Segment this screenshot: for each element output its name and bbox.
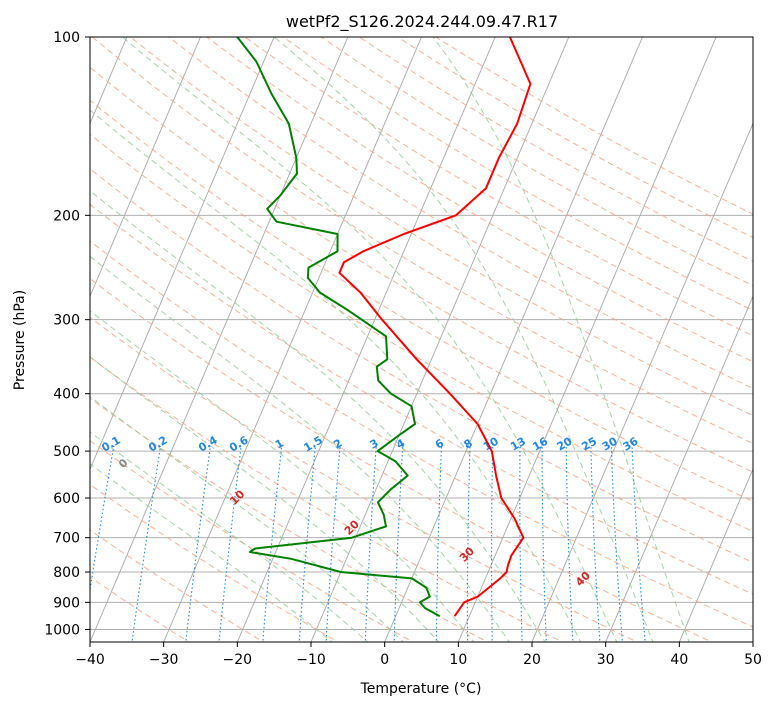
- x-tick-label: 20: [523, 652, 541, 668]
- mixing-ratio-line: [519, 445, 523, 642]
- moist-adiabat-line: [90, 396, 404, 642]
- isotherm-line: [236, 37, 496, 642]
- mixing-ratio-line: [90, 445, 115, 594]
- isotherm-line: [90, 37, 201, 298]
- dry-adiabat-line: [90, 278, 713, 642]
- moist-adiabat-line: [432, 37, 690, 642]
- chart-title: wetPf2_S126.2024.244.09.47.R17: [286, 12, 558, 32]
- mixing-ratio-line: [565, 445, 574, 642]
- dry-adiabat-line: [90, 483, 340, 642]
- dewpoint-profile: [236, 37, 441, 618]
- isotherm-line: [90, 37, 275, 471]
- mixing-ratio-line: [490, 445, 494, 642]
- mixing-ratio-line: [466, 445, 471, 642]
- dry-adiabat-line: [90, 203, 753, 595]
- dry-adiabat-line: [91, 37, 753, 445]
- mixing-ratio-line: [218, 445, 242, 642]
- isotherm-line: [531, 122, 753, 642]
- x-tick-label: 0: [380, 652, 389, 668]
- adiabat-label: 10: [227, 487, 247, 507]
- dry-adiabat-line: [435, 37, 753, 215]
- mixing-ratio-line: [131, 445, 162, 642]
- moist-adiabat-line: [90, 255, 511, 642]
- plot-frame: [89, 36, 754, 643]
- dry-adiabat-line: [90, 397, 489, 642]
- x-tick-label: 50: [744, 652, 762, 668]
- dry-adiabat-line: [130, 37, 753, 417]
- isotherm-line: [605, 295, 753, 642]
- x-axis: −40 −30 −20 −10 0 10 20 30 40 50: [75, 642, 762, 668]
- y-tick-label: 300: [53, 313, 80, 329]
- isotherm-line: [752, 640, 753, 642]
- y-tick-label: 100: [53, 30, 80, 46]
- isotherm-line: [457, 37, 717, 642]
- x-tick-label: 30: [597, 652, 615, 668]
- x-tick-label: 10: [449, 652, 467, 668]
- dry-adiabat-line: [90, 316, 639, 642]
- moist-adiabat-line: [90, 356, 440, 642]
- temperature-profile: [338, 37, 532, 617]
- mixing-ratio-line: [435, 445, 443, 642]
- dry-adiabat-line: [90, 356, 564, 642]
- background-lines: [90, 37, 753, 642]
- profiles: [236, 37, 532, 618]
- mixing-ratio-line: [185, 445, 211, 642]
- dry-adiabat-line: [90, 66, 753, 473]
- x-tick-label: −20: [223, 652, 253, 668]
- moist-adiabat-line: [90, 463, 333, 642]
- isotherm-line: [163, 37, 422, 642]
- dry-adiabat-line: [359, 37, 753, 263]
- y-tick-label: 500: [53, 444, 80, 460]
- dry-adiabat-line: [90, 440, 414, 642]
- x-tick-label: −30: [149, 652, 179, 668]
- moist-adiabat-line: [90, 310, 475, 642]
- y-axis-label: Pressure (hPa): [12, 290, 28, 390]
- dry-adiabat-line: [90, 133, 753, 533]
- mixing-ratio-line: [541, 445, 547, 642]
- x-tick-label: −10: [296, 652, 326, 668]
- mixing-ratio-line: [393, 445, 404, 642]
- isotherm-line: [90, 37, 349, 642]
- adiabat-label: -10: [0, 410, 18, 433]
- y-tick-label: 900: [53, 595, 80, 611]
- mixing-ratio-line: [364, 445, 377, 642]
- y-tick-label: 700: [53, 531, 80, 547]
- isotherm-line: [384, 37, 643, 642]
- mixing-ratio-label: 4: [394, 436, 407, 451]
- moist-adiabat-line: [90, 431, 369, 642]
- y-axis: 100 200 300 400 500 600 700 800 900 1000: [44, 30, 90, 638]
- mixing-ratio-line: [631, 445, 646, 642]
- dry-adiabat-line: [90, 529, 265, 642]
- x-tick-label: 40: [670, 652, 688, 668]
- isotherm-line: [678, 467, 753, 642]
- moist-adiabat-line: [122, 37, 618, 642]
- y-tick-label: 400: [53, 387, 80, 403]
- y-tick-label: 800: [53, 565, 80, 581]
- mixing-ratio-line: [298, 445, 316, 642]
- x-axis-label: Temperature (°C): [360, 681, 482, 697]
- moist-adiabat-line: [273, 37, 654, 642]
- x-tick-label: −40: [75, 652, 105, 668]
- mixing-ratio-line: [262, 445, 283, 642]
- dry-adiabat-line: [90, 240, 753, 628]
- dry-adiabat-line: [244, 37, 753, 337]
- adiabat-label: 0: [116, 456, 131, 471]
- adiabat-label: 30: [457, 544, 477, 564]
- dry-adiabat-line: [206, 37, 753, 363]
- dry-adiabat-line: [282, 37, 753, 312]
- y-tick-label: 1000: [44, 622, 80, 638]
- mixing-ratio-line: [325, 445, 341, 642]
- mixing-ratio-line: [610, 445, 623, 642]
- line-labels: 0.10.20.40.611.52346810131620253036-100-…: [0, 410, 640, 589]
- y-tick-label: 200: [53, 208, 80, 224]
- dry-adiabat-line: [320, 37, 753, 287]
- mixing-ratio-line: [590, 445, 601, 642]
- dry-adiabat-line: [90, 168, 753, 563]
- y-tick-label: 600: [53, 491, 80, 507]
- mixing-ratio-label: 8: [462, 437, 475, 452]
